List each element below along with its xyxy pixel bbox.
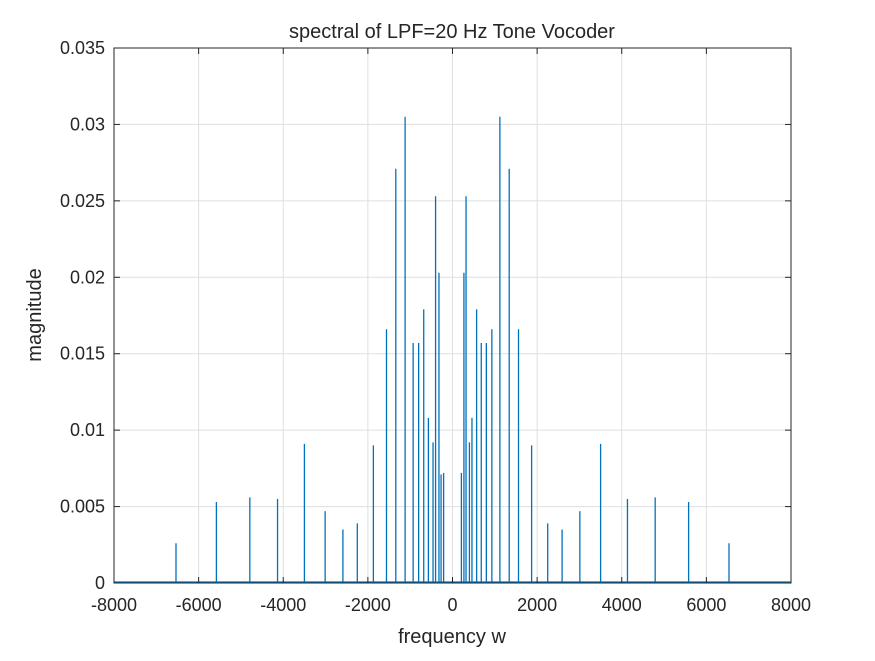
x-tick-label: -8000 xyxy=(91,595,137,615)
x-tick-label: 2000 xyxy=(517,595,557,615)
x-tick-label: -6000 xyxy=(176,595,222,615)
grid-lines xyxy=(114,48,791,583)
chart-title: spectral of LPF=20 Hz Tone Vocoder xyxy=(289,21,615,43)
y-tick-label: 0.02 xyxy=(70,267,105,287)
y-tick-label: 0.01 xyxy=(70,420,105,440)
x-tick-label: -2000 xyxy=(345,595,391,615)
y-tick-label: 0.03 xyxy=(70,114,105,134)
y-tick-label: 0 xyxy=(95,573,105,593)
x-tick-label: 8000 xyxy=(771,595,811,615)
y-axis-label: magnitude xyxy=(24,268,46,361)
x-tick-label: 0 xyxy=(447,595,457,615)
y-tick-label: 0.005 xyxy=(60,497,105,517)
x-tick-label: -4000 xyxy=(260,595,306,615)
y-tick-label: 0.025 xyxy=(60,191,105,211)
x-tick-label: 6000 xyxy=(686,595,726,615)
axis-ticks: -8000 -6000 -4000 -2000 0 2000 4000 6000 8000 0 0.… xyxy=(60,38,811,615)
y-tick-label: 0.015 xyxy=(60,344,105,364)
y-tick-label: 0.035 xyxy=(60,38,105,58)
x-tick-label: 4000 xyxy=(602,595,642,615)
x-axis-label: frequency w xyxy=(398,626,506,648)
